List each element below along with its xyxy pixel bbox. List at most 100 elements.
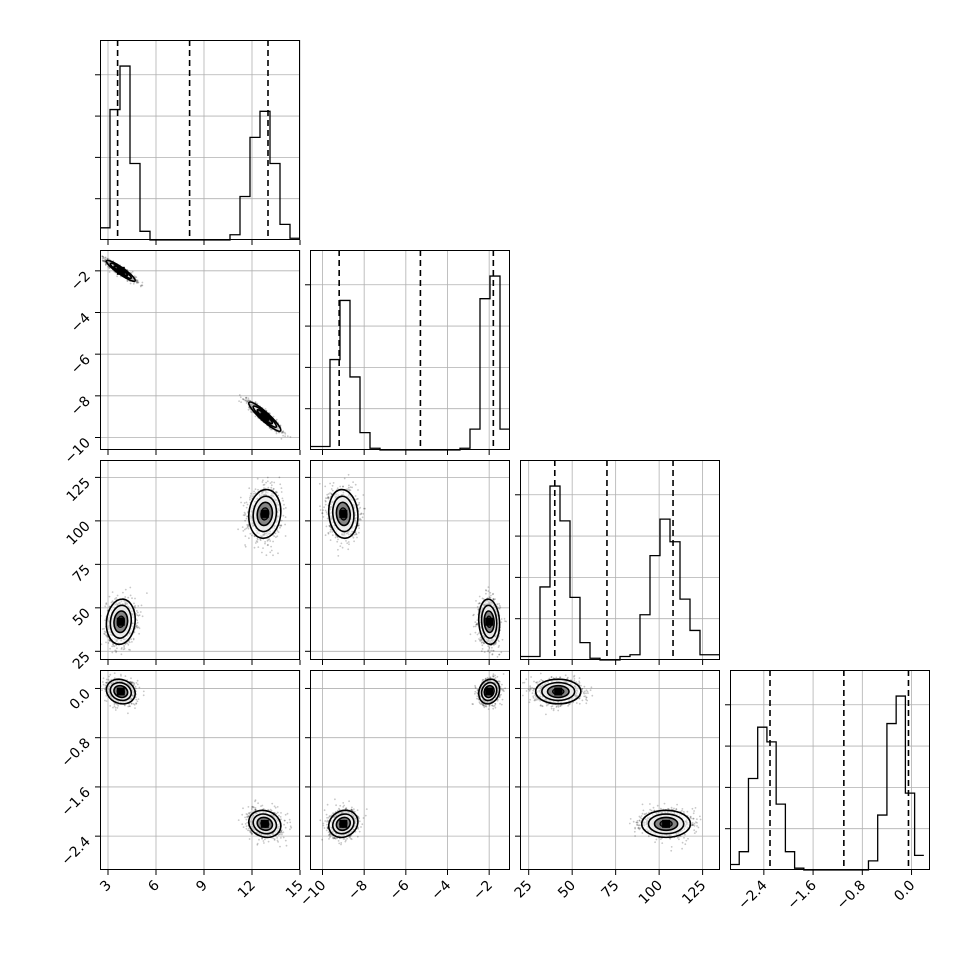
- scatter-point: [330, 488, 333, 490]
- scatter-point: [494, 598, 496, 600]
- scatter-point: [136, 611, 139, 614]
- scatter-point: [272, 554, 274, 557]
- scatter-point: [339, 485, 342, 488]
- scatter-point: [244, 519, 247, 522]
- scatter-point: [284, 507, 287, 509]
- scatter-point: [108, 267, 111, 269]
- scatter-point: [487, 590, 490, 592]
- scatter-point: [275, 492, 278, 494]
- scatter-point: [479, 636, 482, 639]
- scatter-point: [487, 650, 489, 653]
- scatter-point: [249, 496, 251, 499]
- scatter-point: [106, 635, 109, 638]
- scatter-point: [272, 488, 275, 491]
- scatter-point: [237, 528, 240, 531]
- scatter-point: [135, 279, 138, 281]
- scatter-point: [104, 256, 107, 259]
- scatter-point: [325, 525, 328, 528]
- scatter-point: [114, 598, 116, 600]
- histogram-step: [520, 485, 720, 661]
- scatter-point: [497, 639, 500, 642]
- scatter-point: [265, 481, 267, 484]
- scatter-point: [491, 646, 493, 649]
- scatter-point: [101, 255, 104, 258]
- scatter-point: [102, 257, 105, 260]
- scatter-point: [503, 617, 506, 620]
- scatter-point: [360, 513, 363, 515]
- scatter-point: [135, 280, 138, 283]
- scatter-point: [126, 280, 129, 282]
- scatter-point: [121, 647, 123, 649]
- scatter-point: [249, 532, 252, 535]
- scatter-point: [115, 651, 117, 654]
- scatter-point: [126, 642, 129, 644]
- scatter-point: [280, 487, 283, 489]
- scatter-point: [254, 492, 257, 495]
- scatter-point: [133, 631, 136, 634]
- scatter-point: [282, 507, 285, 510]
- scatter-point: [276, 535, 279, 538]
- scatter-point: [481, 648, 484, 650]
- scatter-point: [354, 483, 357, 486]
- scatter-point: [273, 535, 276, 537]
- scatter-point: [135, 625, 138, 627]
- scatter-point: [244, 513, 247, 515]
- scatter-point: [279, 424, 282, 427]
- scatter-point: [255, 540, 258, 542]
- scatter-point: [498, 604, 501, 607]
- scatter-point: [109, 647, 111, 650]
- scatter-point: [112, 643, 114, 646]
- scatter-point: [277, 431, 280, 434]
- scatter-point: [281, 431, 284, 434]
- scatter-point: [140, 284, 143, 287]
- scatter-point: [256, 541, 259, 543]
- scatter-point: [103, 632, 105, 635]
- scatter-point: [489, 651, 491, 654]
- scatter-point: [129, 586, 132, 589]
- scatter-point: [262, 547, 264, 549]
- scatter-point: [263, 483, 266, 486]
- scatter-point: [337, 538, 339, 541]
- panel-frame: [100, 460, 300, 660]
- scatter-point: [483, 651, 486, 653]
- scatter-point: [500, 651, 503, 654]
- scatter-point: [492, 599, 495, 602]
- scatter-point: [243, 528, 246, 531]
- scatter-point: [136, 610, 138, 612]
- histogram-step: [100, 65, 300, 241]
- scatter-point: [244, 535, 247, 538]
- scatter-point: [474, 625, 477, 628]
- scatter-point: [105, 634, 107, 637]
- scatter-point: [245, 402, 248, 404]
- scatter-point: [262, 484, 265, 486]
- scatter-point: [141, 281, 144, 284]
- scatter-point: [111, 645, 113, 648]
- scatter-point: [129, 649, 132, 651]
- scatter-point: [264, 408, 267, 410]
- scatter-point: [498, 653, 500, 656]
- scatter-point: [327, 532, 330, 535]
- scatter-point: [98, 644, 100, 646]
- scatter-point: [115, 597, 118, 599]
- scatter-point: [357, 498, 359, 500]
- scatter-point: [136, 621, 139, 624]
- scatter-point: [254, 401, 257, 403]
- scatter-point: [487, 586, 490, 588]
- scatter-point: [246, 515, 249, 518]
- scatter-content: [98, 476, 287, 656]
- scatter-point: [266, 476, 269, 479]
- scatter-point: [106, 257, 109, 260]
- scatter-point: [267, 544, 269, 546]
- scatter-point: [483, 642, 485, 644]
- scatter-point: [284, 516, 287, 518]
- scatter-point: [105, 602, 108, 605]
- scatter-point: [349, 486, 352, 488]
- scatter-point: [270, 545, 272, 548]
- scatter-point: [275, 418, 278, 421]
- scatter-point: [141, 615, 144, 618]
- density-peak: [116, 617, 125, 626]
- scatter-point: [139, 284, 142, 287]
- scatter-point: [272, 540, 274, 543]
- scatter-point: [476, 623, 478, 625]
- scatter-point: [253, 490, 256, 493]
